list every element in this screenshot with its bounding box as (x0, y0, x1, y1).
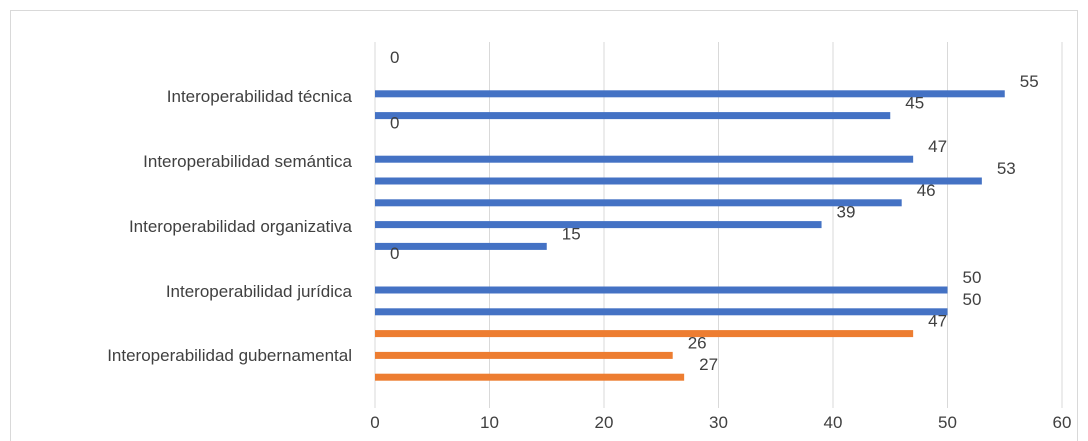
x-tick-label: 10 (480, 413, 499, 432)
bar (375, 155, 914, 163)
bar (375, 286, 948, 294)
category-label: Interoperabilidad técnica (167, 87, 353, 106)
x-tick-label: 20 (595, 413, 614, 432)
data-label: 45 (905, 94, 924, 113)
x-tick-label: 0 (370, 413, 379, 432)
bar (375, 177, 982, 185)
bar (375, 112, 891, 120)
x-tick-label: 50 (938, 413, 957, 432)
data-label: 26 (688, 333, 707, 352)
bar (375, 199, 902, 207)
bar (375, 90, 1005, 98)
bar (375, 373, 685, 381)
category-label: Interoperabilidad gubernamental (107, 346, 352, 365)
data-label: 50 (963, 290, 982, 309)
x-tick-label: 30 (709, 413, 728, 432)
bar (375, 351, 673, 359)
data-label: 0 (390, 113, 399, 132)
category-labels: Interoperabilidad técnica Interoperabilid… (107, 87, 352, 365)
data-label: 55 (1020, 72, 1039, 91)
data-label: 0 (390, 48, 399, 67)
data-label: 53 (997, 159, 1016, 178)
data-label: 39 (837, 203, 856, 222)
category-label: Interoperabilidad organizativa (129, 217, 353, 236)
data-label: 50 (963, 268, 982, 287)
data-label: 27 (699, 355, 718, 374)
data-label: 46 (917, 181, 936, 200)
x-axis-ticks: 0 10 20 30 40 50 60 (370, 413, 1071, 432)
data-label: 47 (928, 312, 947, 331)
x-tick-label: 60 (1053, 413, 1072, 432)
data-labels: 0 55 45 0 47 53 46 39 15 0 50 50 47 26 27 (390, 48, 1039, 374)
category-label: Interoperabilidad jurídica (166, 282, 353, 301)
bars (375, 90, 1005, 381)
data-label: 47 (928, 137, 947, 156)
data-label: 15 (562, 224, 581, 243)
bar (375, 221, 822, 229)
data-label: 0 (390, 244, 399, 263)
bar (375, 308, 948, 316)
x-tick-label: 40 (824, 413, 843, 432)
bar (375, 330, 914, 338)
category-label: Interoperabilidad semántica (143, 152, 352, 171)
bar (375, 242, 547, 250)
